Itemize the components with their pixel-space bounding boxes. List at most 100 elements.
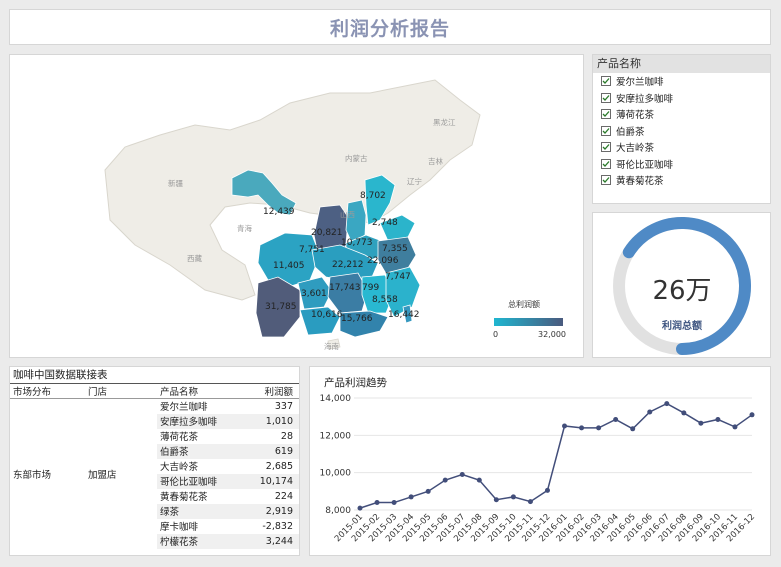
profit-table: 市场分布 门店 产品名称 利润额 东部市场 加盟店 爱尔兰咖啡 337 安摩拉多咖啡 1,… — [10, 384, 299, 549]
cell-product: 哥伦比亚咖啡 — [157, 473, 237, 489]
cell-profit: 3,244 — [237, 533, 299, 549]
total-value: 26万 — [652, 276, 711, 306]
province-guangxi[interactable] — [299, 306, 341, 336]
value-label: 10,773 — [341, 238, 373, 248]
province-hunan[interactable] — [327, 272, 369, 314]
report-title-bar: 利润分析报告 — [9, 9, 771, 45]
table-row: 薄荷花茶 28 — [10, 429, 299, 444]
province-hebei[interactable] — [364, 174, 396, 226]
filter-item-label: 哥伦比亚咖啡 — [616, 159, 674, 171]
label-hainan: 海南 — [324, 341, 339, 351]
filter-item[interactable]: 黄春菊花茶 — [593, 172, 770, 189]
province-guizhou[interactable] — [297, 276, 333, 310]
data-point — [562, 423, 568, 429]
checkbox-checked-icon[interactable] — [601, 175, 611, 186]
checkbox-checked-icon[interactable] — [601, 125, 611, 136]
cell-market: 东部市场 — [13, 469, 52, 481]
map-canvas[interactable]: 黑龙江 吉林 辽宁 内蒙古 新疆 青海 西藏 山西 海南 8,702 12,43… — [10, 55, 585, 359]
province-gansu[interactable] — [231, 169, 297, 216]
label-xizang: 西藏 — [187, 253, 202, 263]
trend-svg: 8,00010,00012,00014,0002015-012015-02201… — [320, 394, 758, 544]
legend-min: 0 — [493, 330, 498, 339]
value-label: 7,751 — [299, 245, 325, 255]
checkbox-checked-icon[interactable] — [601, 92, 611, 103]
data-point — [715, 416, 721, 422]
cell-product: 安摩拉多咖啡 — [157, 413, 237, 429]
total-profit-gauge: 26万 利润总额 — [592, 212, 771, 358]
province-hainan — [327, 338, 341, 350]
value-label: 7,747 — [385, 272, 411, 282]
province-shandong[interactable] — [379, 214, 416, 242]
profit-trend-chart: 产品利润趋势 8,000 10,000 12,000 14,000 2015-01 201… — [309, 366, 771, 556]
data-point — [391, 500, 397, 506]
data-point — [425, 488, 431, 494]
filter-item[interactable]: 薄荷花茶 — [593, 106, 770, 123]
china-profit-map[interactable]: 黑龙江 吉林 辽宁 内蒙古 新疆 青海 西藏 山西 海南 8,702 12,43… — [9, 54, 584, 358]
checkbox-checked-icon[interactable] — [601, 142, 611, 153]
filter-item[interactable]: 哥伦比亚咖啡 — [593, 156, 770, 173]
col-store: 门店 — [85, 384, 157, 399]
table-header-row: 市场分布 门店 产品名称 利润额 — [10, 384, 299, 399]
checkbox-checked-icon[interactable] — [601, 109, 611, 120]
table-row: 黄春菊花茶 224 — [10, 489, 299, 504]
y-tick-label: 8,000 — [325, 506, 351, 516]
cell-store: 加盟店 — [88, 469, 117, 481]
y-tick-label: 10,000 — [320, 469, 352, 479]
legend-title: 总利润额 — [508, 299, 540, 309]
filter-item[interactable]: 大吉岭茶 — [593, 139, 770, 156]
product-filter[interactable]: 产品名称 爱尔兰咖啡 安摩拉多咖啡薄荷花茶伯爵茶 大吉岭茶哥伦比亚咖啡 黄春菊花茶 — [592, 54, 771, 204]
filter-item[interactable]: 安摩拉多咖啡 — [593, 90, 770, 107]
table-title: 咖啡中国数据联接表 — [10, 367, 299, 384]
checkbox-checked-icon[interactable] — [601, 158, 611, 169]
cell-profit: -2,832 — [262, 520, 293, 532]
province-taiwan[interactable] — [402, 304, 413, 324]
data-point — [749, 412, 755, 418]
legend-max: 32,000 — [538, 330, 566, 339]
value-label: 8,558 — [372, 295, 398, 305]
coffee-data-table: 咖啡中国数据联接表 市场分布 门店 产品名称 利润额 东部市场 加盟店 爱尔兰咖啡 3… — [9, 366, 300, 556]
data-point — [374, 500, 380, 506]
value-label: 20,821 — [311, 228, 343, 238]
filter-list[interactable]: 爱尔兰咖啡 安摩拉多咖啡薄荷花茶伯爵茶 大吉岭茶哥伦比亚咖啡 黄春菊花茶 — [593, 73, 770, 189]
y-tick-label: 12,000 — [320, 431, 352, 441]
cell-profit: 28 — [280, 430, 293, 442]
value-label: 3,601 — [301, 289, 327, 299]
checkbox-checked-icon[interactable] — [601, 76, 611, 87]
province-guangdong[interactable] — [339, 310, 389, 338]
cell-product: 大吉岭茶 — [160, 462, 199, 473]
report-title: 利润分析报告 — [329, 17, 450, 40]
filter-item-label: 薄荷花茶 — [616, 110, 655, 122]
data-point — [493, 497, 499, 503]
data-point — [698, 420, 704, 426]
data-point — [527, 499, 533, 505]
value-label: 22,212 — [332, 260, 364, 270]
filter-item[interactable]: 伯爵茶 — [593, 123, 770, 140]
cell-product: 绿茶 — [157, 503, 237, 519]
data-point — [442, 477, 448, 483]
table-row: 哥伦比亚咖啡 10,174 — [10, 473, 299, 489]
value-label: 8,702 — [360, 191, 386, 201]
data-point — [630, 426, 636, 432]
province-sichuan[interactable] — [257, 232, 321, 288]
data-point — [647, 409, 653, 415]
cell-profit: 2,685 — [265, 460, 293, 472]
filter-title: 产品名称 — [593, 55, 770, 73]
filter-item[interactable]: 爱尔兰咖啡 — [593, 73, 770, 90]
province-yunnan[interactable] — [255, 276, 301, 338]
filter-item-label: 伯爵茶 — [616, 126, 645, 138]
filter-item-label: 爱尔兰咖啡 — [616, 77, 664, 89]
province-zhejiang-fujian[interactable] — [385, 266, 421, 318]
value-label: 16,442 — [388, 310, 420, 320]
value-label: 31,785 — [265, 302, 297, 312]
value-label: 2,748 — [372, 218, 398, 228]
data-point — [544, 487, 550, 493]
table-row: 柠檬花茶 3,244 — [10, 533, 299, 549]
data-point — [664, 401, 670, 407]
label-neimenggu: 内蒙古 — [345, 153, 368, 163]
cell-product: 爱尔兰咖啡 — [160, 402, 208, 414]
value-label: 11,405 — [273, 261, 305, 271]
data-point — [510, 494, 516, 500]
table-row: 伯爵茶 619 — [10, 443, 299, 459]
value-label: 7,355 — [382, 244, 408, 254]
cell-profit: 337 — [274, 400, 293, 412]
